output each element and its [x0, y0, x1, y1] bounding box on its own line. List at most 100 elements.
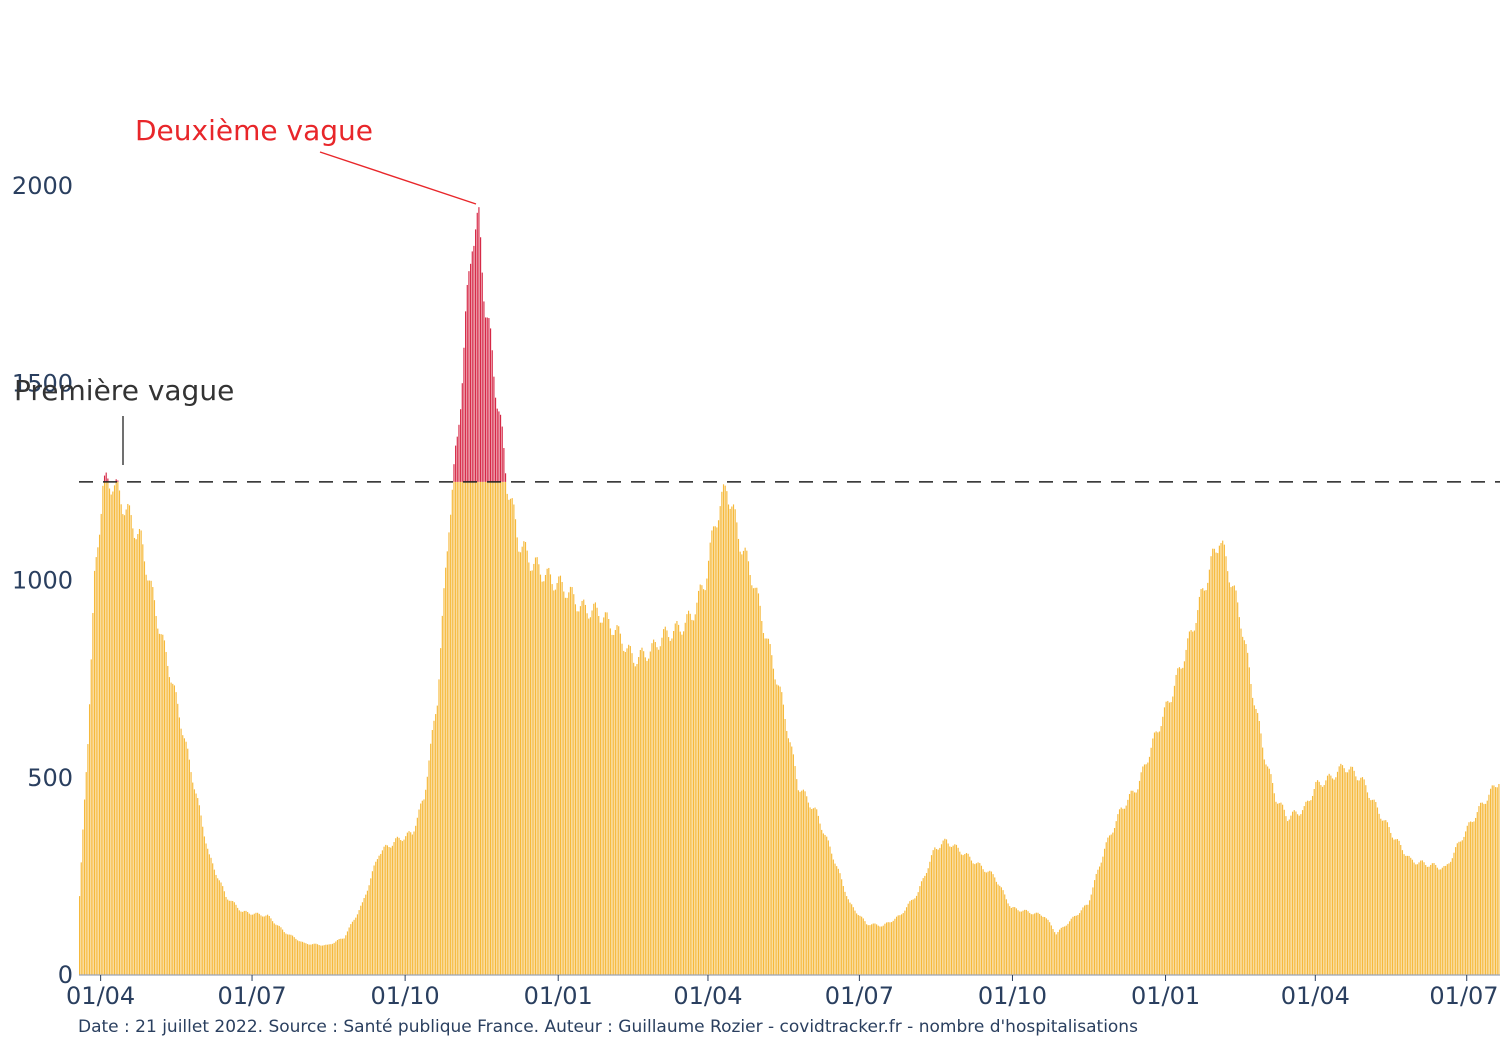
bar — [821, 829, 823, 975]
bar — [984, 871, 986, 975]
bar — [1125, 805, 1127, 975]
bar — [393, 842, 395, 975]
bar — [841, 879, 843, 975]
bar — [772, 668, 775, 975]
first-wave-annotation: Première vague — [14, 374, 234, 407]
bar — [1049, 922, 1051, 975]
bar — [1458, 841, 1460, 975]
bar — [361, 902, 364, 975]
bar — [1228, 582, 1230, 975]
bar — [436, 705, 438, 975]
bar — [275, 924, 277, 975]
bar — [1371, 799, 1374, 975]
bar — [257, 912, 259, 975]
bar — [376, 859, 378, 975]
bar — [955, 844, 958, 975]
bar — [1084, 905, 1086, 975]
bar — [985, 872, 987, 975]
bar — [900, 914, 903, 975]
bar — [1333, 779, 1335, 975]
bar — [1287, 821, 1289, 975]
bar — [494, 481, 497, 976]
bar — [335, 941, 337, 975]
bar — [1330, 775, 1332, 975]
bar — [1175, 674, 1177, 975]
bar — [1227, 571, 1229, 975]
bar — [701, 585, 703, 975]
bar — [1180, 668, 1182, 975]
bar — [1350, 766, 1352, 975]
bar — [1353, 770, 1355, 975]
bar — [1233, 585, 1235, 975]
bar — [411, 834, 413, 975]
bar — [405, 836, 407, 975]
bar — [1280, 802, 1282, 975]
bar — [1358, 780, 1360, 975]
bar — [1430, 864, 1432, 975]
bar — [861, 916, 863, 975]
bar — [929, 861, 931, 975]
bar — [556, 583, 558, 975]
bar — [1475, 817, 1477, 975]
bar — [1094, 880, 1096, 975]
bar — [1040, 915, 1042, 975]
bar — [802, 789, 804, 975]
bar — [975, 863, 978, 975]
bar — [1095, 873, 1097, 975]
bar — [470, 481, 472, 976]
bar — [220, 882, 222, 975]
bar — [1448, 863, 1450, 975]
bar — [1137, 789, 1139, 975]
bar — [210, 857, 212, 975]
bar — [228, 900, 230, 975]
bar — [910, 899, 913, 975]
bar — [1015, 908, 1017, 975]
bar — [1473, 821, 1475, 975]
bar — [576, 611, 578, 975]
bar — [1103, 848, 1106, 975]
bar — [277, 925, 279, 975]
bar — [1485, 803, 1487, 975]
bar — [804, 791, 806, 975]
bar — [340, 938, 342, 975]
bar — [508, 499, 510, 975]
bar — [463, 481, 465, 976]
bar — [1368, 797, 1370, 975]
x-tick-label: 01/01 — [1131, 982, 1200, 1010]
bar — [816, 809, 818, 975]
bar — [774, 679, 776, 975]
bar — [1390, 832, 1392, 975]
bar — [493, 481, 495, 976]
bar — [721, 491, 723, 975]
bar — [1303, 806, 1305, 975]
bar — [649, 651, 651, 975]
bar — [378, 855, 380, 975]
bar — [425, 789, 427, 975]
bar — [747, 561, 750, 975]
bar-excess — [486, 317, 488, 482]
bar — [589, 617, 591, 975]
bar — [779, 686, 781, 975]
bar-excess — [498, 411, 500, 482]
bar — [744, 547, 746, 975]
bar — [538, 564, 540, 975]
bar — [995, 881, 997, 975]
bar — [514, 519, 517, 975]
bar — [1089, 900, 1091, 975]
bar — [1105, 842, 1107, 975]
bar — [1237, 602, 1239, 975]
bar — [92, 613, 94, 975]
bar — [598, 616, 600, 975]
bar — [791, 746, 793, 975]
bar — [353, 919, 355, 975]
bar — [959, 851, 961, 975]
bar — [1345, 772, 1347, 975]
bar — [1355, 776, 1357, 975]
bar — [190, 772, 192, 975]
bar — [1495, 787, 1497, 975]
bar — [168, 677, 171, 975]
bar — [1155, 731, 1157, 975]
bar — [618, 626, 620, 975]
bar — [914, 898, 916, 975]
bar-excess — [455, 445, 457, 482]
